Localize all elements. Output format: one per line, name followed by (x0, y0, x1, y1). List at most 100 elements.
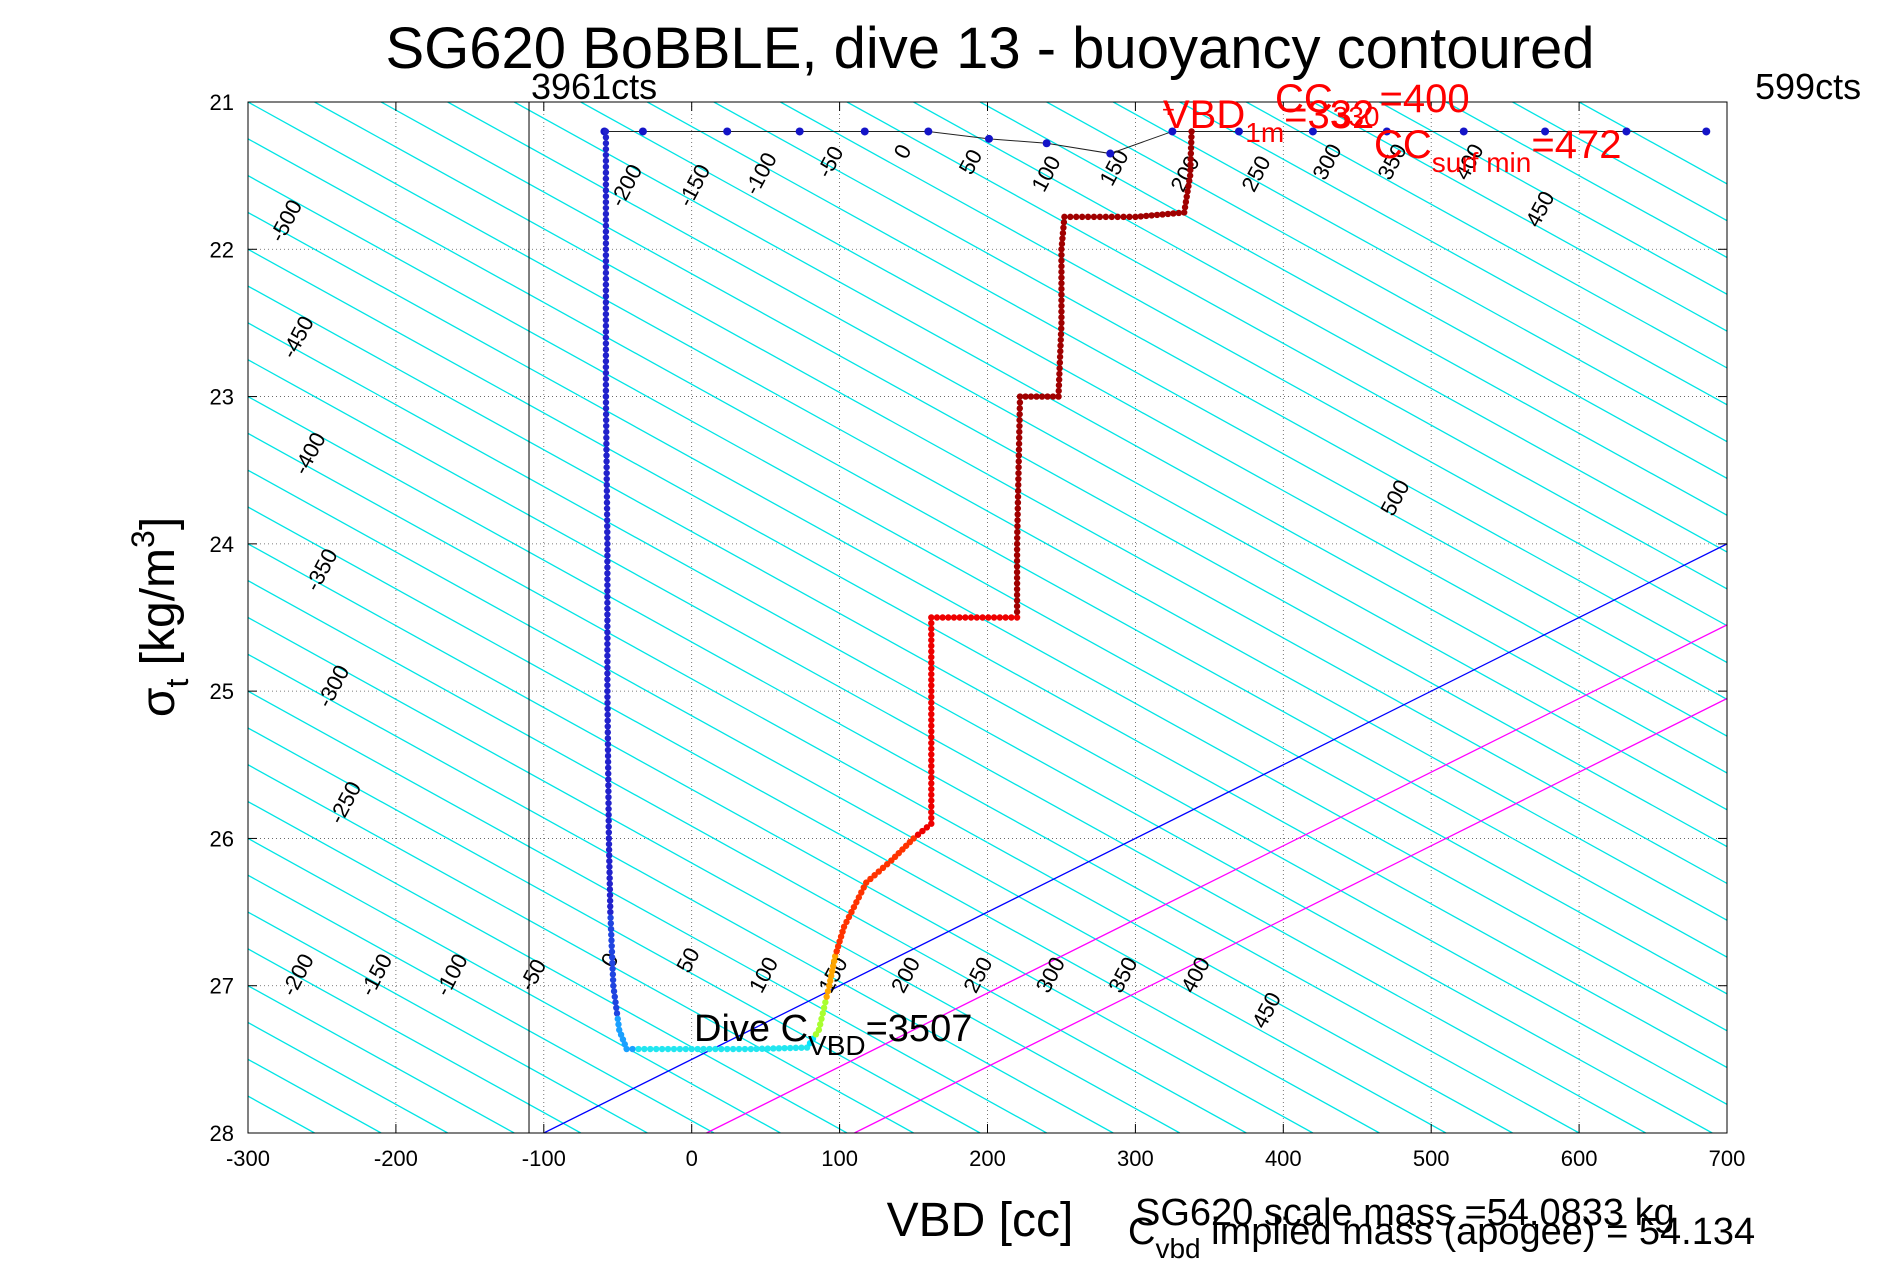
dive-profile-point (1013, 597, 1021, 604)
dive-profile-point (1058, 285, 1065, 293)
dive-profile-point (604, 623, 611, 630)
dive-profile-point (928, 693, 935, 701)
dive-profile-point (1015, 475, 1022, 483)
dive-profile-point (1058, 314, 1065, 321)
dive-profile-point (950, 614, 958, 621)
dive-profile-point (837, 933, 845, 940)
dive-profile-point (602, 346, 610, 353)
dive-profile-point (1057, 331, 1065, 338)
contour-line (248, 874, 715, 1133)
dive-profile-point (1159, 211, 1166, 218)
dive-profile-point (747, 1045, 755, 1053)
dive-profile-point (839, 928, 846, 935)
contour-line (913, 102, 1727, 553)
dive-profile-point (604, 599, 611, 606)
dive-profile-point (962, 614, 969, 621)
dive-profile-point (602, 128, 610, 135)
dive-profile-point (1055, 376, 1063, 383)
dive-profile-point (1014, 522, 1021, 530)
dive-profile-point (603, 505, 611, 512)
dive-profile-point (602, 193, 610, 200)
y-tick-label: 22 (210, 237, 234, 262)
dive-profile-point (602, 240, 610, 247)
contour-line (380, 102, 1727, 848)
dive-profile-point (676, 1045, 684, 1053)
dive-profile-point (604, 540, 611, 548)
dive-profile-point (973, 614, 981, 621)
dive-profile-point (1014, 528, 1021, 536)
contour-line (513, 102, 1727, 774)
dive-profile-point (945, 614, 952, 621)
dive-profile-point (602, 405, 610, 412)
cc-surf-min-value: =472 (1531, 123, 1621, 167)
cc-330-sub: 330 (1333, 101, 1380, 132)
dive-profile-point (1013, 551, 1021, 559)
dive-profile-point (602, 358, 610, 365)
dive-profile-point (1058, 302, 1065, 310)
dive-profile-point (1108, 213, 1115, 221)
dive-profile-point (1033, 393, 1040, 400)
dive-profile-point (836, 938, 843, 945)
dive-profile-point (658, 1045, 666, 1053)
dive-profile-point (1008, 614, 1015, 621)
dive-profile-point (1058, 251, 1065, 259)
dive-profile-point (602, 257, 610, 265)
dive-profile-point (1013, 574, 1021, 582)
dive-profile-point (829, 967, 836, 975)
dive-profile-point (1002, 614, 1009, 621)
x-tick-label: 200 (969, 1146, 1006, 1171)
dive-profile-point (602, 340, 610, 347)
dive-profile-point (985, 614, 992, 621)
dive-profile-point (610, 988, 618, 995)
dive-profile-point (602, 310, 610, 318)
dive-profile-point (1084, 213, 1092, 221)
dive-profile-point (853, 899, 860, 906)
y-axis-ticks: 21 22 23 24 25 26 27 28 (210, 90, 1727, 1146)
cc-surf-min-annotation: CCsurf min=472 (1374, 123, 1621, 178)
dive-profile-point (1153, 211, 1161, 219)
dive-profile-point (603, 475, 610, 483)
dive-profile-point (603, 499, 611, 506)
dive-profile-point (1164, 210, 1172, 218)
dive-profile-point (604, 752, 612, 760)
dive-profile-point (753, 1045, 760, 1053)
dive-c-value: =3507 (866, 1008, 973, 1050)
dive-profile-point (829, 962, 837, 970)
dive-profile-point (1013, 540, 1021, 548)
dive-profile-point (1126, 213, 1133, 221)
dive-profile-point (647, 1045, 654, 1053)
dive-profile-point (603, 517, 611, 524)
dive-profile-point (1182, 198, 1190, 206)
y-tick-label: 26 (210, 826, 234, 851)
dive-profile-point (819, 1010, 826, 1017)
dive-profile-point (928, 722, 935, 729)
contour-line (248, 543, 1314, 1133)
dive-profile-point (606, 869, 613, 876)
dive-profile-point (605, 835, 613, 842)
dive-profile-point (603, 434, 610, 442)
dive-profile-point (694, 1045, 701, 1053)
contour-line (248, 248, 1727, 1069)
dive-profile-point (603, 440, 610, 447)
contour-line (248, 616, 1181, 1133)
dive-profile-point (607, 903, 614, 910)
dive-profile-point (1058, 274, 1065, 281)
dive-profile-point (820, 1004, 828, 1012)
dive-profile-point (1058, 297, 1065, 304)
dive-profile-point (629, 1045, 636, 1053)
dive-profile-point (735, 1045, 743, 1053)
y-label-symbol: σ (132, 688, 185, 718)
dive-profile-point (928, 751, 935, 758)
dive-profile-point (602, 375, 610, 383)
dive-profile-point (928, 734, 935, 741)
dive-profile-point (928, 757, 935, 764)
cc-330-value: =400 (1380, 77, 1470, 121)
contour-line (248, 102, 1727, 921)
dive-profile-point (653, 1045, 660, 1053)
dive-profile-point (928, 682, 935, 689)
dive-profile-point (928, 648, 935, 655)
dive-profile-point (883, 861, 891, 868)
dive-profile-point (1056, 353, 1064, 361)
ascent-point (638, 127, 647, 136)
dive-profile-point (602, 299, 610, 306)
